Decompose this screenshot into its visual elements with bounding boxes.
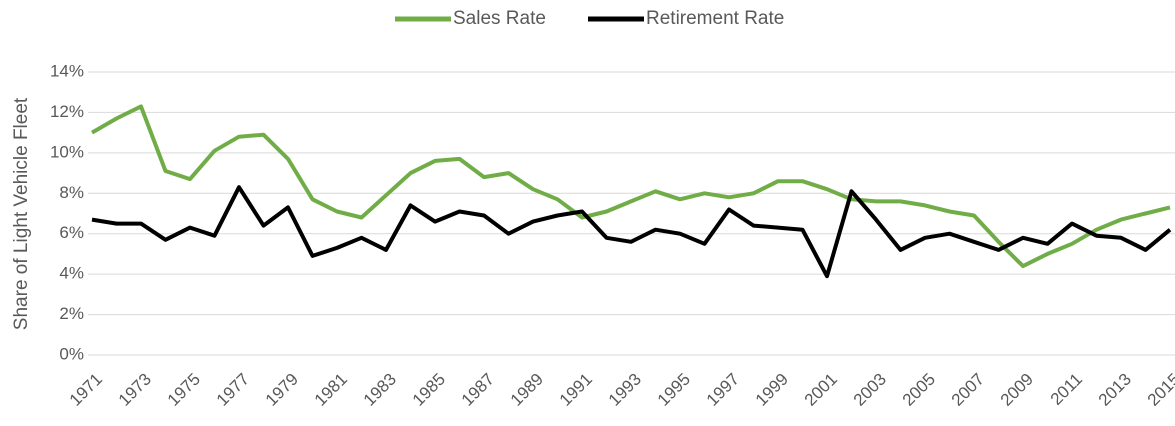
y-tick-label: 8% [59,183,84,202]
legend-label: Retirement Rate [646,8,784,29]
y-tick-label: 14% [50,61,84,80]
x-tick-label: 1979 [262,370,302,410]
y-tick-label: 12% [50,102,84,121]
y-tick-label: 10% [50,142,84,161]
x-tick-label: 2005 [899,370,939,410]
y-axis-label: Share of Light Vehicle Fleet [11,97,32,330]
x-tick-label: 1983 [360,370,400,410]
x-tick-label: 1993 [605,370,645,410]
x-tick-label: 1971 [66,370,106,410]
x-tick-label: 2015 [1144,370,1175,410]
y-tick-label: 6% [59,223,84,242]
x-tick-label: 1997 [703,370,743,410]
legend-label: Sales Rate [453,8,546,29]
x-tick-label: 2009 [997,370,1037,410]
x-tick-label: 1989 [507,370,547,410]
x-tick-label: 1991 [556,370,596,410]
x-tick-label: 2001 [801,370,841,410]
y-tick-label: 4% [59,264,84,283]
line-series [91,104,1171,269]
line-series [91,185,1172,279]
x-tick-label: 1977 [213,370,253,410]
x-tick-label: 1985 [409,370,449,410]
y-tick-label: 0% [59,344,84,363]
x-tick-label: 1995 [654,370,694,410]
x-tick-label: 2013 [1095,370,1135,410]
x-tick-label: 2003 [850,370,890,410]
x-tick-label: 2011 [1047,370,1086,409]
x-tick-label: 1999 [752,370,792,410]
y-tick-label: 2% [59,304,84,323]
x-tick-label: 1987 [458,370,498,410]
x-tick-label: 2007 [948,370,988,410]
x-tick-label: 1975 [164,370,204,410]
x-tick-label: 1973 [115,370,155,410]
x-tick-label: 1981 [311,370,351,410]
